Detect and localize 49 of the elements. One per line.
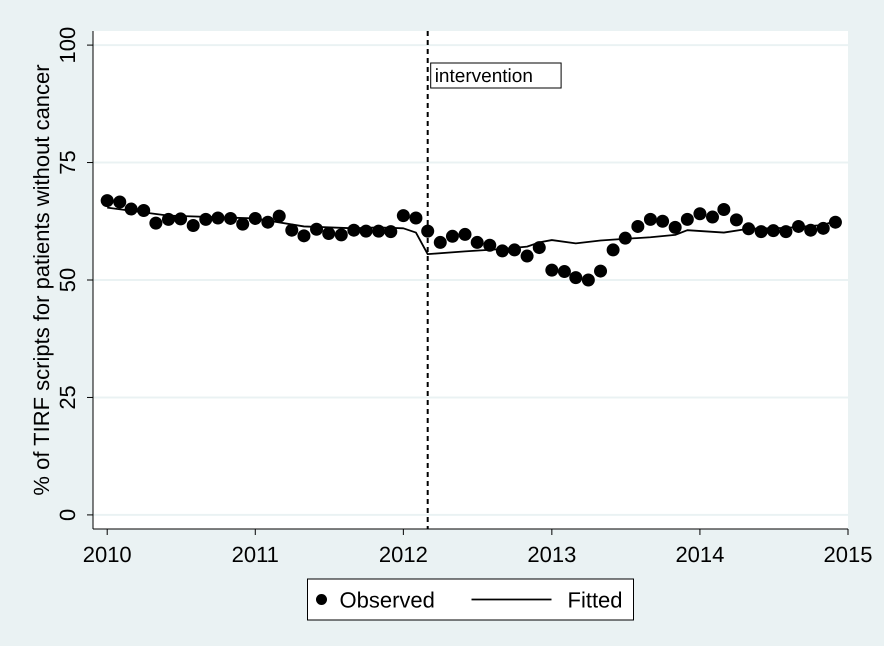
point (545, 264, 558, 277)
y-axis-title: % of TIRF scripts for patients without cancer (29, 64, 54, 496)
point (828, 216, 842, 229)
point (322, 226, 336, 240)
point (470, 236, 484, 249)
point (569, 271, 582, 284)
point (644, 212, 657, 226)
point (421, 224, 434, 238)
point (186, 219, 200, 232)
point (631, 220, 644, 233)
point (680, 212, 694, 226)
legend-label: Observed (340, 588, 435, 612)
point (396, 209, 410, 222)
point (668, 220, 682, 234)
point (582, 274, 595, 286)
x-tick-label: 2011 (232, 542, 279, 567)
point (446, 230, 459, 243)
x-tick-label: 2012 (378, 542, 428, 567)
point (458, 228, 472, 241)
point (558, 265, 571, 278)
point (656, 214, 670, 228)
x-tick-label: 2014 (675, 542, 724, 567)
point (706, 210, 719, 224)
y-tick-label: 25 (55, 385, 80, 410)
y-tick-label: 100 (55, 26, 80, 64)
point (594, 264, 608, 278)
point (409, 211, 422, 224)
point (520, 250, 534, 263)
point (730, 213, 743, 226)
point (285, 224, 298, 237)
x-tick-label: 2013 (527, 542, 576, 567)
point (297, 229, 310, 242)
x-tick-label: 2015 (824, 542, 872, 567)
point (236, 218, 250, 231)
legend-label: Fitted (568, 588, 623, 612)
y-tick-label: 50 (55, 268, 80, 292)
point (693, 207, 706, 220)
point (113, 196, 126, 209)
y-tick-label: 0 (55, 508, 80, 522)
y-tick-label: 75 (55, 150, 80, 175)
point (334, 228, 348, 242)
point (717, 203, 730, 216)
x-tick-label: 2010 (82, 542, 132, 567)
point (100, 194, 114, 208)
ref-line-label: intervention (434, 66, 533, 87)
point (606, 243, 620, 256)
point (149, 216, 162, 230)
point (434, 236, 447, 249)
point (272, 210, 286, 223)
